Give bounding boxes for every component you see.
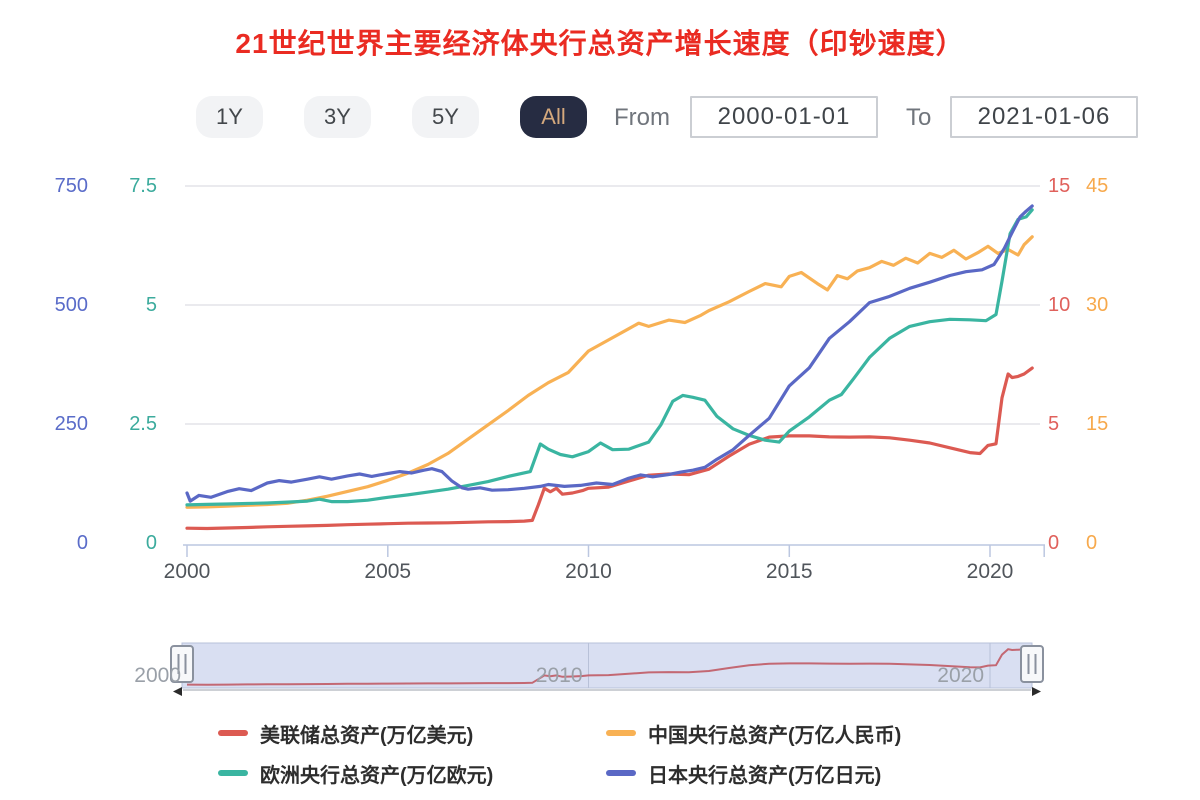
range-button-all[interactable]: All [520,96,587,138]
series-line-0 [185,366,1034,531]
legend-item-1[interactable]: 中国央行总资产(万亿人民币) [606,720,902,747]
navigator-arrow-left[interactable] [173,687,182,696]
right_outer-tick-label: 15 [1086,413,1109,435]
series-line-1 [185,235,1034,509]
right_inner-tick-label: 15 [1048,175,1071,197]
legend-marker-icon [606,730,636,736]
navigator-arrow-right[interactable] [1032,687,1041,696]
navigator-year-label: 2020 [937,664,984,687]
navigator-handle-left[interactable] [170,645,194,683]
to-date-input[interactable] [950,96,1138,138]
right_inner-tick-label: 5 [1048,413,1060,435]
x-axis-tick-label: 2005 [364,560,412,583]
right_inner-tick-label: 0 [1048,532,1060,554]
range-button-1y[interactable]: 1Y [196,96,263,138]
navigator-handle-right[interactable] [1020,645,1044,683]
legend-item-3[interactable]: 日本央行总资产(万亿日元) [606,760,882,787]
left_inner-tick-label: 7.5 [129,175,157,197]
x-axis-tick-label: 2010 [565,560,612,583]
left_outer-tick-label: 500 [54,294,88,316]
navigator-year-label: 2000 [134,664,181,687]
right_outer-tick-label: 45 [1086,175,1109,197]
legend-label: 欧洲央行总资产(万亿欧元) [260,764,494,787]
x-axis-tick-label: 2000 [163,560,211,583]
to-label: To [906,104,932,131]
x-axis-tick-label: 2015 [765,560,813,583]
from-label: From [614,104,670,131]
legend-item-2[interactable]: 欧洲央行总资产(万亿欧元) [218,760,494,787]
range-button-5y[interactable]: 5Y [412,96,479,138]
left_inner-tick-label: 2.5 [129,413,157,435]
right_inner-tick-label: 10 [1048,294,1071,316]
series-line-2 [185,208,1034,507]
legend-marker-icon [218,730,248,736]
legend-label: 中国央行总资产(万亿人民币) [648,724,902,747]
left_outer-tick-label: 750 [54,175,88,197]
left_inner-tick-label: 5 [145,294,157,316]
from-date-input[interactable] [690,96,878,138]
chart-title: 21世纪世界主要经济体央行总资产增长速度（印钞速度） [235,28,965,59]
legend-marker-icon [606,770,636,776]
x-axis-tick-label: 2020 [966,560,1014,583]
legend-label: 日本央行总资产(万亿日元) [648,764,882,787]
right_outer-tick-label: 30 [1086,294,1109,316]
right_outer-tick-label: 0 [1086,532,1098,554]
legend-item-0[interactable]: 美联储总资产(万亿美元) [218,720,474,747]
legend-marker-icon [218,770,248,776]
navigator-series-line [186,646,1033,686]
navigator-year-label: 2010 [535,664,583,687]
navigator-window[interactable] [181,642,1033,689]
range-button-3y[interactable]: 3Y [304,96,371,138]
legend-label: 美联储总资产(万亿美元) [260,724,474,747]
left_inner-tick-label: 0 [145,532,157,554]
left_outer-tick-label: 0 [76,532,88,554]
left_outer-tick-label: 250 [54,413,88,435]
series-line-3 [185,204,1034,503]
